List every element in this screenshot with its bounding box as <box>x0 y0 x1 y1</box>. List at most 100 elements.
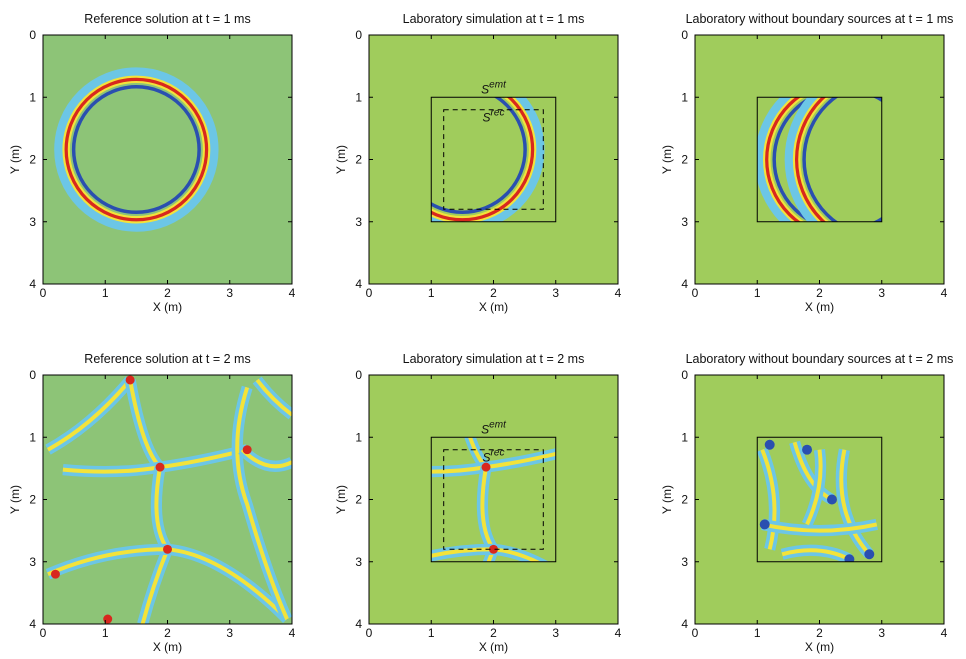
wavefront <box>103 615 112 624</box>
x-tick-label: 4 <box>941 626 948 640</box>
y-tick-label: 4 <box>355 617 362 631</box>
x-axis-label: X (m) <box>479 300 508 314</box>
x-axis-label: X (m) <box>805 640 834 654</box>
figure: Reference solution at t = 1 ms0123401234… <box>0 0 966 659</box>
x-tick-label: 2 <box>490 286 497 300</box>
wavefront <box>827 495 837 505</box>
x-tick-label: 3 <box>552 626 559 640</box>
panel-title: Reference solution at t = 1 ms <box>84 12 250 26</box>
x-axis-label: X (m) <box>153 300 182 314</box>
x-tick-label: 1 <box>428 286 435 300</box>
y-tick-label: 0 <box>355 368 362 382</box>
x-tick-label: 0 <box>692 286 699 300</box>
x-axis-label: X (m) <box>479 640 508 654</box>
y-tick-label: 3 <box>355 555 362 569</box>
y-axis-label: Y (m) <box>8 485 22 514</box>
y-tick-label: 1 <box>681 90 688 104</box>
panel: Laboratory simulation at t = 1 msSemtSre… <box>334 12 622 314</box>
x-tick-label: 4 <box>289 626 296 640</box>
y-tick-label: 2 <box>29 493 36 507</box>
x-tick-label: 2 <box>816 286 823 300</box>
image-background <box>369 375 618 624</box>
surface-name: S <box>481 82 489 96</box>
y-tick-label: 4 <box>29 617 36 631</box>
surface-superscript: rec <box>491 448 505 459</box>
surface-name: S <box>481 422 489 436</box>
x-tick-label: 4 <box>289 286 296 300</box>
x-tick-label: 0 <box>40 286 47 300</box>
y-tick-label: 3 <box>681 555 688 569</box>
y-tick-label: 2 <box>355 153 362 167</box>
y-tick-label: 4 <box>681 617 688 631</box>
y-tick-label: 2 <box>355 493 362 507</box>
x-tick-label: 3 <box>878 626 885 640</box>
x-tick-label: 1 <box>754 286 761 300</box>
panel-title: Laboratory simulation at t = 1 ms <box>403 12 585 26</box>
x-tick-label: 4 <box>941 286 948 300</box>
y-axis-label: Y (m) <box>660 485 674 514</box>
x-tick-label: 4 <box>615 286 622 300</box>
y-tick-label: 1 <box>355 90 362 104</box>
x-tick-label: 2 <box>164 626 171 640</box>
y-tick-label: 1 <box>29 90 36 104</box>
surface-name: S <box>483 451 491 465</box>
x-tick-label: 1 <box>102 286 109 300</box>
x-tick-label: 0 <box>366 626 373 640</box>
x-tick-label: 3 <box>226 626 233 640</box>
wavefront <box>864 549 874 559</box>
y-tick-label: 4 <box>29 277 36 291</box>
y-axis-label: Y (m) <box>334 485 348 514</box>
x-tick-label: 0 <box>366 286 373 300</box>
y-axis-label: Y (m) <box>660 145 674 174</box>
wavefront <box>802 445 812 455</box>
panel: Reference solution at t = 1 ms0123401234… <box>8 12 296 314</box>
x-tick-label: 0 <box>692 626 699 640</box>
y-tick-label: 4 <box>355 277 362 291</box>
x-tick-label: 1 <box>428 626 435 640</box>
x-tick-label: 3 <box>552 286 559 300</box>
wavefront <box>760 519 770 529</box>
wavefront <box>765 440 775 450</box>
x-tick-label: 4 <box>615 626 622 640</box>
y-axis-label: Y (m) <box>8 145 22 174</box>
y-tick-label: 1 <box>29 430 36 444</box>
x-tick-label: 2 <box>164 286 171 300</box>
x-axis-label: X (m) <box>153 640 182 654</box>
x-tick-label: 1 <box>754 626 761 640</box>
panel-title: Laboratory simulation at t = 2 ms <box>403 352 585 366</box>
x-tick-label: 1 <box>102 626 109 640</box>
panel: Laboratory simulation at t = 2 msSemtSre… <box>334 352 622 654</box>
y-tick-label: 0 <box>681 28 688 42</box>
x-tick-label: 2 <box>490 626 497 640</box>
panel: Laboratory without boundary sources at t… <box>660 352 953 654</box>
surface-superscript: rec <box>491 108 505 119</box>
y-tick-label: 0 <box>355 28 362 42</box>
wavefront <box>126 375 135 384</box>
wavefront <box>51 570 60 579</box>
y-tick-label: 1 <box>355 430 362 444</box>
x-tick-label: 3 <box>878 286 885 300</box>
y-axis-label: Y (m) <box>334 145 348 174</box>
wavefront <box>243 445 252 454</box>
y-tick-label: 4 <box>681 277 688 291</box>
y-tick-label: 2 <box>681 153 688 167</box>
panel-title: Laboratory without boundary sources at t… <box>686 352 954 366</box>
wavefront <box>156 463 165 472</box>
x-axis-label: X (m) <box>805 300 834 314</box>
wavefront <box>163 545 172 554</box>
x-tick-label: 0 <box>40 626 47 640</box>
panel-title: Laboratory without boundary sources at t… <box>686 12 954 26</box>
surface-superscript: emt <box>489 79 507 90</box>
y-tick-label: 3 <box>29 555 36 569</box>
y-tick-label: 2 <box>681 493 688 507</box>
panel: Laboratory without boundary sources at t… <box>660 12 966 314</box>
image-background <box>43 35 292 284</box>
y-tick-label: 0 <box>29 28 36 42</box>
x-tick-label: 3 <box>226 286 233 300</box>
y-tick-label: 0 <box>681 368 688 382</box>
y-tick-label: 3 <box>29 215 36 229</box>
y-tick-label: 2 <box>29 153 36 167</box>
y-tick-label: 3 <box>681 215 688 229</box>
y-tick-label: 0 <box>29 368 36 382</box>
